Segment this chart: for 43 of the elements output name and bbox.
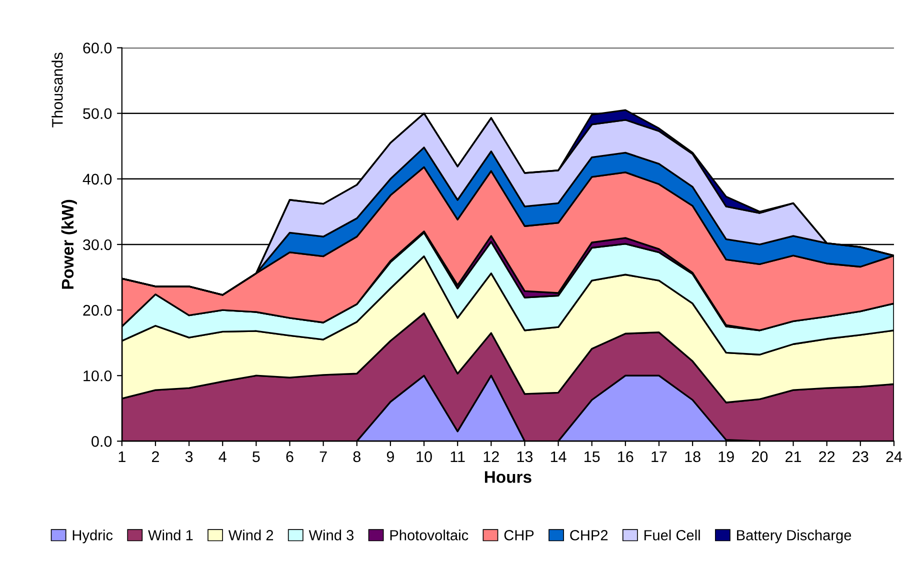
x-tick-label: 9 — [386, 451, 394, 462]
x-tick-label: 21 — [786, 451, 802, 462]
x-tick-label: 20 — [752, 451, 768, 462]
x-tick-label: 1 — [118, 451, 126, 462]
x-tick-label: 16 — [618, 451, 634, 462]
x-tick-label: 2 — [152, 451, 159, 462]
legend-label: Wind 2 — [228, 530, 274, 540]
legend-label: Wind 1 — [148, 530, 193, 540]
x-tick-label: 24 — [886, 451, 902, 462]
x-tick-label: 11 — [450, 451, 465, 462]
x-tick-label: 15 — [584, 451, 600, 462]
x-tick-label: 18 — [685, 451, 700, 462]
y-tick-label: 10.0 — [84, 370, 112, 382]
y-tick-label: 30.0 — [83, 239, 112, 250]
legend-label: Hydric — [72, 530, 113, 544]
x-tick-label: 4 — [218, 451, 226, 462]
y-axis-title: Power (kW) — [61, 200, 77, 289]
x-tick-label: 22 — [819, 451, 835, 462]
legend-label: Wind 3 — [308, 530, 354, 540]
legend-label: Fuel Cell — [644, 530, 700, 540]
x-tick-label: 19 — [718, 451, 734, 462]
x-tick-label: 13 — [517, 451, 533, 462]
x-tick-label: 12 — [484, 451, 499, 462]
x-tick-label: 14 — [550, 451, 566, 462]
x-tick-label: 17 — [652, 451, 667, 462]
x-tick-label: 8 — [353, 451, 360, 462]
y-tick-label: 20.0 — [83, 304, 112, 316]
x-tick-label: 23 — [852, 451, 868, 462]
legend-label: CHP — [504, 530, 534, 540]
x-tick-label: 3 — [185, 451, 193, 462]
legend-label: CHP2 — [570, 530, 608, 540]
x-tick-label: 7 — [320, 451, 327, 462]
x-tick-label: 10 — [416, 451, 432, 462]
text: Thousands — [52, 52, 63, 128]
x-axis-title: Hours — [484, 471, 532, 483]
x-tick-label: 6 — [286, 451, 294, 462]
y-tick-label: 0.0 — [92, 436, 112, 447]
legend-label: Photovoltaic — [390, 530, 468, 540]
legend-label: Battery Discharge — [737, 530, 852, 544]
x-tick-label: 5 — [252, 451, 260, 462]
y-tick-label: 50.0 — [83, 108, 112, 120]
y-tick-label: 40.0 — [82, 174, 112, 185]
y-tick-label: 60.0 — [83, 42, 112, 54]
